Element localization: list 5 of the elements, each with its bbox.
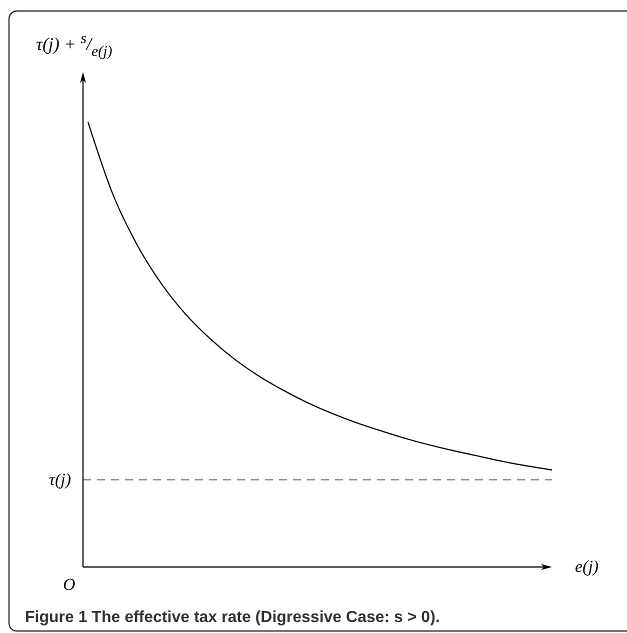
text: O <box>63 575 76 594</box>
x-axis-title: e(j) <box>575 557 599 576</box>
ref-line-label: τ(j) <box>48 470 72 489</box>
y-axis-title: τ(j) + $^{s}$/$_{e(j)}$ <box>36 31 112 60</box>
caption: Figure 1 The effective tax rate (Digressive Case: s > 0). <box>25 609 440 626</box>
